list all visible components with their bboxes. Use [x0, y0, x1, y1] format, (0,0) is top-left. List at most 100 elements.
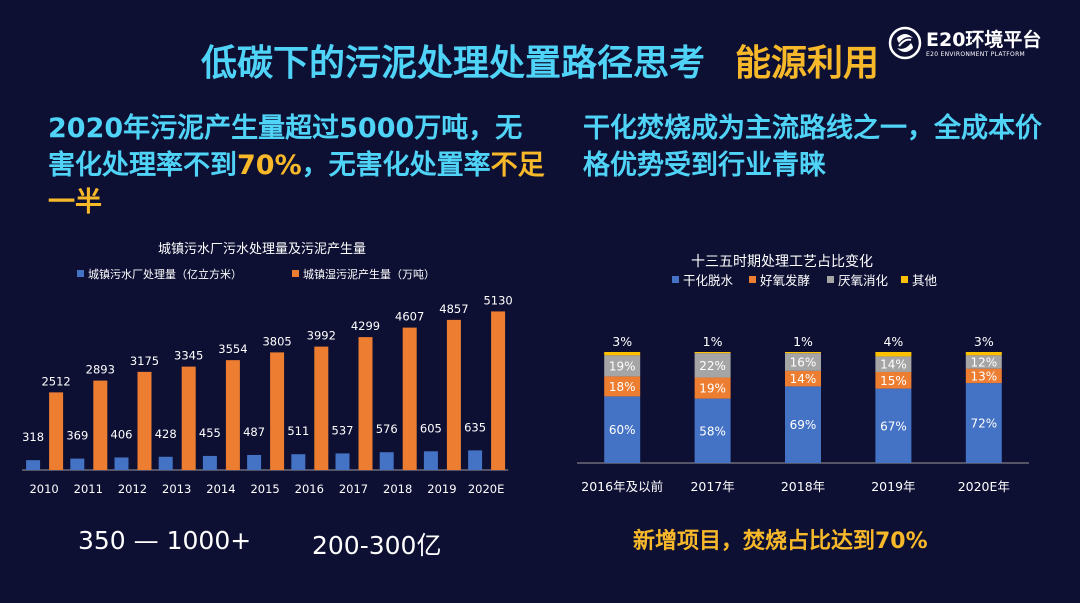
- chart2-segment-label: 69%: [790, 418, 817, 432]
- chart1-label-sludge: 3992: [307, 329, 336, 343]
- logo-subtitle: E20 ENVIRONMENT PLATFORM: [926, 50, 1026, 58]
- chart2-segment-label: 72%: [970, 417, 997, 431]
- right-note: 新增项目，焚烧占比达到70%: [633, 529, 928, 554]
- chart1-bar-treatment: [114, 457, 129, 470]
- chart1-x-tick: 2011: [74, 482, 103, 496]
- chart1-bar-treatment: [468, 450, 483, 470]
- chart1-x-tick: 2014: [206, 482, 235, 496]
- chart1-legend-swatch: [77, 270, 84, 277]
- chart2-x-tick: 2018年: [781, 479, 825, 494]
- chart1-label-sludge: 4607: [395, 310, 424, 324]
- right-heading: 干化焚烧成为主流路线之一，全成本价格优势受到行业青睐: [583, 113, 1042, 181]
- chart2-bar-segment: [965, 368, 1002, 384]
- chart2-bar-segment: [785, 352, 821, 354]
- chart2-bar-segment: [604, 396, 641, 463]
- chart1-label-sludge: 3805: [262, 334, 291, 348]
- chart1-x-tick: 2020E: [468, 482, 505, 496]
- chart2-legend-label: 干化脱水: [683, 273, 734, 288]
- chart2-segment-label: 19%: [699, 382, 726, 396]
- chart1-bar-treatment: [158, 456, 173, 470]
- chart2-legend-label: 好氧发酵: [760, 273, 810, 288]
- chart2-bar-segment: [604, 352, 641, 356]
- chart2-legend-swatch: [901, 276, 908, 283]
- chart1-bar-sludge: [358, 337, 373, 470]
- chart2-bar-segment: [875, 356, 912, 372]
- chart2-other-label: 1%: [703, 334, 723, 349]
- chart1-bar-treatment: [70, 458, 85, 470]
- chart1-bar-treatment: [247, 454, 262, 470]
- chart2-legend-swatch: [749, 276, 756, 283]
- chart1-bar-sludge: [181, 366, 196, 470]
- chart1-label-sludge: 3345: [174, 349, 203, 363]
- chart2-bar-segment: [965, 352, 1002, 356]
- chart1-label-treatment: 635: [464, 420, 486, 434]
- chart2-bar-segment: [694, 398, 731, 463]
- chart2-x-tick: 2020E年: [958, 479, 1010, 494]
- chart1-x-tick: 2018: [383, 482, 412, 496]
- chart1-x-tick: 2016: [295, 482, 324, 496]
- chart2-segment-label: 22%: [699, 359, 726, 373]
- chart2-legend-label: 厌氧消化: [838, 273, 889, 288]
- chart2-bar-segment: [694, 352, 731, 354]
- chart1-bar-sludge: [93, 380, 108, 470]
- chart2-other-label: 4%: [883, 334, 903, 349]
- chart1-label-treatment: 605: [420, 421, 442, 435]
- chart2-bar-segment: [965, 383, 1002, 463]
- left-heading-percent: 70%: [237, 150, 302, 181]
- slide-title: 低碳下的污泥处理处置路径思考 能源利用: [0, 34, 1080, 86]
- chart1-label-sludge: 4299: [351, 319, 380, 333]
- chart1-x-tick: 2013: [162, 482, 191, 496]
- logo: E20环境平台 E20 ENVIRONMENT PLATFORM: [888, 26, 1041, 60]
- chart1-bar-treatment: [26, 460, 41, 470]
- chart2-x-tick: 2017年: [690, 479, 734, 494]
- chart2-bar-segment: [875, 371, 912, 389]
- chart2-segment-label: 58%: [699, 424, 726, 438]
- chart2-x-tick: 2019年: [871, 479, 915, 494]
- chart2-x-tick: 2016年及以前: [581, 479, 663, 494]
- chart1-label-treatment: 406: [111, 427, 133, 441]
- chart1-bar-sludge: [225, 360, 240, 470]
- chart2-legend-swatch: [827, 276, 834, 283]
- chart1-bar-sludge: [137, 371, 152, 470]
- chart2-bar-segment: [965, 355, 1002, 369]
- stat-market-size: 200-300亿: [312, 531, 442, 560]
- chart1-label-sludge: 2512: [41, 374, 70, 388]
- chart1-bar-treatment: [379, 452, 394, 470]
- left-heading-part3: ，无害化处置率: [301, 150, 491, 181]
- chart1-label-treatment: 318: [22, 430, 44, 444]
- chart1-bar-sludge: [49, 392, 64, 470]
- chart2-segment-label: 16%: [790, 355, 817, 369]
- chart1-x-tick: 2012: [118, 482, 147, 496]
- chart2-segment-label: 67%: [880, 419, 907, 433]
- chart1-label-sludge: 3175: [130, 354, 159, 368]
- title-main: 低碳下的污泥处理处置路径思考: [200, 43, 705, 84]
- chart1-label-sludge: 4857: [439, 302, 468, 316]
- chart2-bar-segment: [694, 377, 731, 399]
- chart1-title: 城镇污水厂污水处理量及污泥产生量: [158, 242, 366, 257]
- chart2-bar-segment: [785, 386, 821, 463]
- chart1-x-tick: 2010: [29, 482, 58, 496]
- chart2-segment-label: 14%: [790, 372, 817, 386]
- left-heading-part1: 2020年污泥产生量超过5000万吨，无害化处理率不到: [48, 113, 523, 181]
- chart1-x-tick: 2017: [339, 482, 368, 496]
- title-highlight: 能源利用: [735, 43, 880, 84]
- chart1-label-treatment: 537: [332, 423, 354, 437]
- chart2-legend-label: 其他: [912, 273, 938, 288]
- chart2-segment-label: 12%: [970, 355, 997, 369]
- chart1-label-sludge: 2893: [86, 363, 115, 377]
- chart1-label-treatment: 576: [376, 422, 398, 436]
- logo-swirl-icon: [888, 26, 922, 60]
- chart1-label-sludge: 5130: [483, 293, 512, 307]
- chart1-label-sludge: 3554: [218, 342, 247, 356]
- chart1-x-tick: 2015: [250, 482, 279, 496]
- chart1-label-treatment: 455: [199, 426, 221, 440]
- chart2-segment-label: 15%: [880, 374, 907, 388]
- chart1-bar-sludge: [314, 346, 329, 470]
- chart2-bar-segment: [785, 353, 821, 371]
- chart2-bar-segment: [604, 355, 641, 377]
- chart2-title: 十三五时期处理工艺占比变化: [691, 254, 873, 270]
- chart1-x-tick: 2019: [427, 482, 456, 496]
- chart1-legend-label: 城镇污水厂处理量（亿立方米）: [88, 267, 242, 281]
- chart2-legend-swatch: [672, 276, 679, 283]
